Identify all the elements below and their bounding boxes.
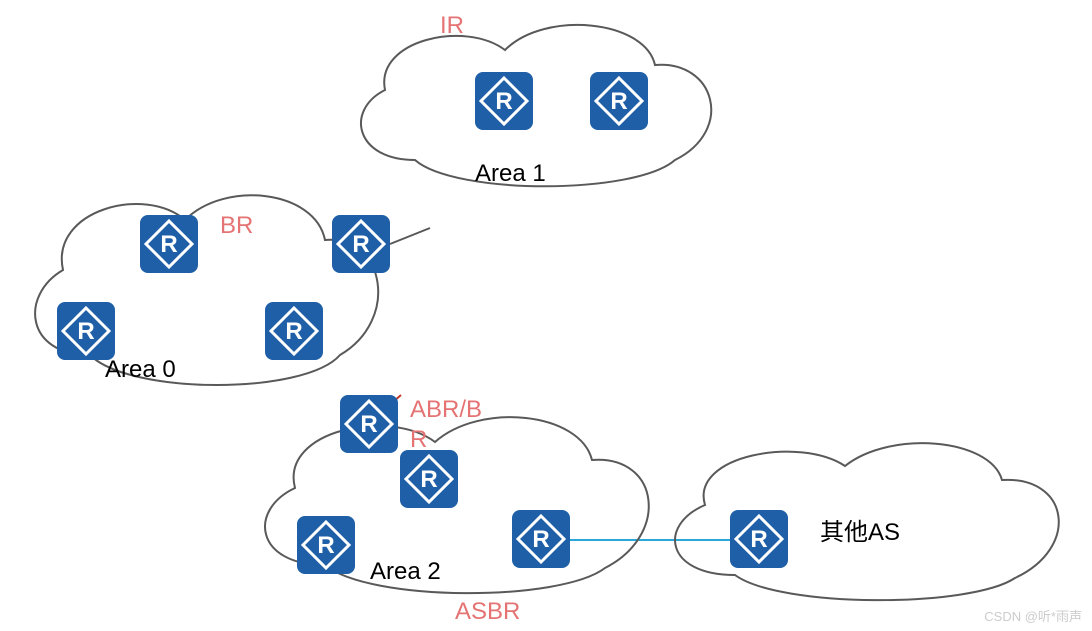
anno-abr-line1: ABR/B bbox=[410, 396, 482, 424]
label-other-as: 其他AS bbox=[820, 512, 900, 547]
cloud-area0 bbox=[15, 175, 390, 400]
svg-text:R: R bbox=[420, 466, 437, 493]
router-area2-1: R bbox=[400, 450, 458, 508]
watermark: CSDN @听*雨声 bbox=[984, 606, 1082, 625]
svg-text:R: R bbox=[77, 318, 94, 345]
router-area0-3: R bbox=[265, 302, 323, 360]
svg-text:R: R bbox=[285, 318, 302, 345]
router-area0-2: R bbox=[57, 302, 115, 360]
anno-ir: IR bbox=[440, 12, 464, 40]
anno-asbr: ASBR bbox=[455, 598, 520, 626]
label-area2: Area 2 bbox=[370, 558, 441, 586]
label-area0: Area 0 bbox=[105, 356, 176, 384]
anno-br: BR bbox=[220, 212, 253, 240]
label-area1: Area 1 bbox=[475, 160, 546, 188]
router-abr: R bbox=[340, 395, 398, 453]
svg-text:R: R bbox=[317, 532, 334, 559]
router-other-as: R bbox=[730, 510, 788, 568]
svg-text:R: R bbox=[360, 411, 377, 438]
svg-text:R: R bbox=[610, 88, 627, 115]
diagram-canvas: Area 1 Area 0 Area 2 其他AS IR BR ABR/B R … bbox=[0, 0, 1092, 631]
router-area0-1: R bbox=[140, 215, 198, 273]
svg-text:R: R bbox=[352, 231, 369, 258]
svg-text:R: R bbox=[750, 526, 767, 553]
router-area2-2: R bbox=[297, 516, 355, 574]
svg-text:R: R bbox=[495, 88, 512, 115]
router-br-a0a1: R bbox=[332, 215, 390, 273]
router-area1-1: R bbox=[475, 72, 533, 130]
router-area1-2: R bbox=[590, 72, 648, 130]
svg-text:R: R bbox=[160, 231, 177, 258]
router-asbr: R bbox=[512, 510, 570, 568]
svg-text:R: R bbox=[532, 526, 549, 553]
